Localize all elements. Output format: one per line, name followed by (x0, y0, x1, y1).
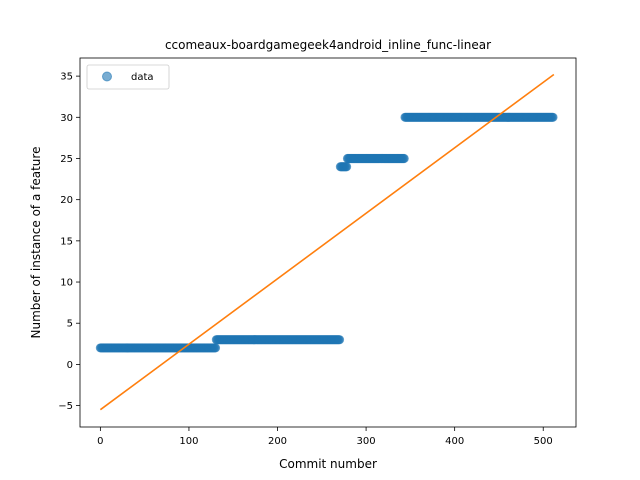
data-point (548, 112, 558, 122)
data-point (399, 153, 409, 164)
data-point (341, 162, 352, 172)
legend-marker-data (102, 71, 112, 82)
data-point (210, 343, 221, 353)
legend: data (86, 64, 170, 90)
y-tick-label: 35 (60, 72, 73, 83)
y-tick-label: 25 (60, 154, 73, 165)
chart-title: ccomeaux-boardgamegeek4android_inline_fu… (165, 38, 491, 52)
x-tick-label: 100 (179, 436, 198, 447)
x-tick-label: 400 (445, 436, 464, 447)
legend-label-data: data (131, 72, 154, 83)
axis-ticks: 0 100 200 300 400 500 −5 0 5 10 15 20 25 30 35 (58, 72, 553, 447)
y-tick-label: 15 (60, 236, 73, 247)
data-point (334, 335, 345, 345)
fit-line (99, 73, 555, 411)
y-tick-label: 30 (60, 113, 73, 124)
plot-area (95, 73, 558, 411)
axes-frame (79, 57, 577, 428)
x-tick-label: 500 (534, 436, 553, 447)
legend-box (86, 64, 170, 90)
y-tick-label: 5 (67, 319, 73, 330)
y-tick-label: 20 (60, 195, 73, 206)
x-tick-label: 200 (268, 436, 287, 447)
y-axis-label: Number of instance of a feature (29, 147, 43, 339)
y-tick-label: 0 (67, 360, 73, 371)
y-tick-label: 10 (60, 278, 73, 289)
x-axis-label: Commit number (279, 457, 377, 471)
y-tick-label: −5 (58, 401, 73, 412)
x-tick-label: 300 (357, 436, 376, 447)
x-tick-label: 0 (97, 436, 103, 447)
